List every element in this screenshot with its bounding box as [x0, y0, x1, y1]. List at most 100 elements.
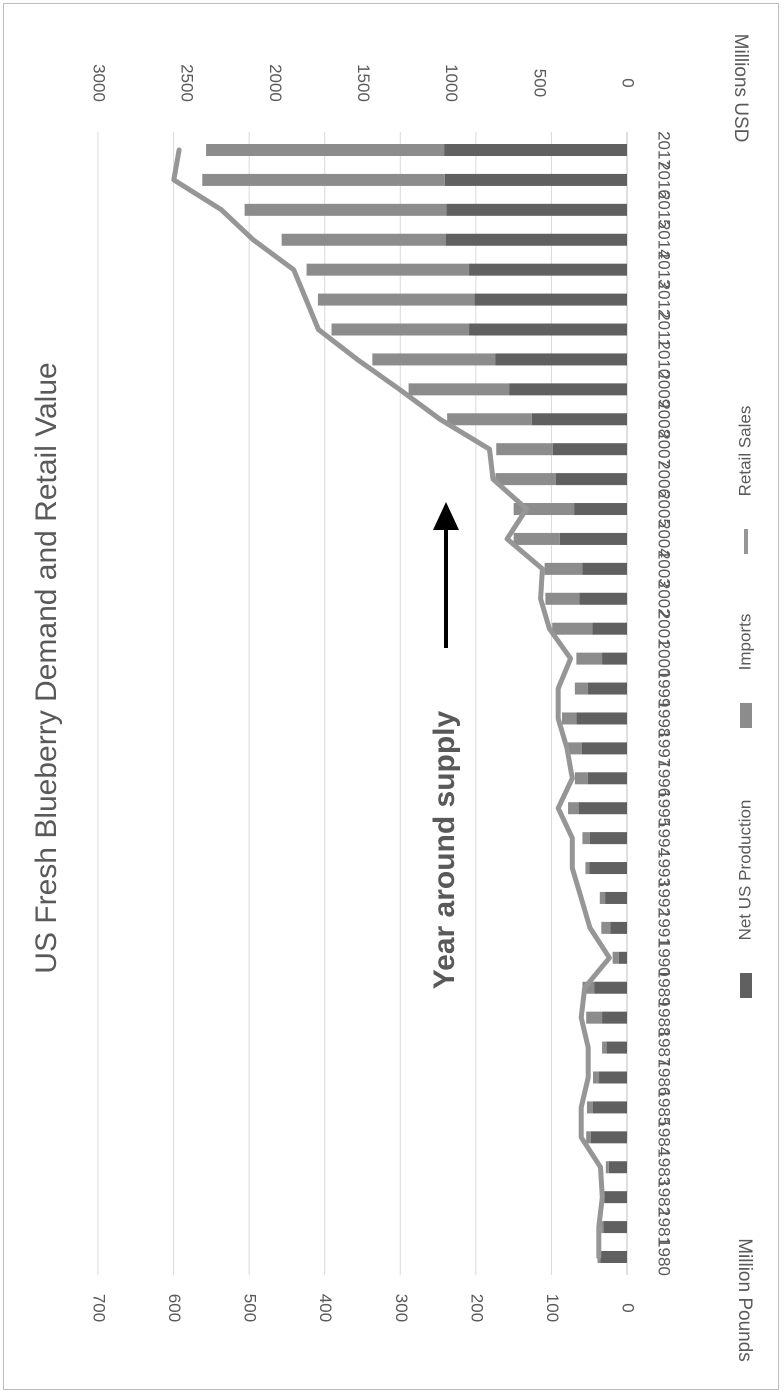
category-tick-label: 1998: [655, 700, 674, 738]
right-axis-title: Millions USD: [730, 34, 751, 143]
bar-imports: [599, 891, 606, 904]
category-tick-label: 2005: [655, 490, 674, 528]
bar-imports: [574, 682, 588, 695]
bar-net-us-production: [602, 1011, 627, 1024]
bar-imports: [496, 443, 553, 456]
bar-imports: [408, 383, 510, 396]
category-tick-label: 1980: [655, 1238, 674, 1276]
category-tick-label: 2015: [655, 191, 674, 229]
left-axis-tick-label: 500: [241, 1294, 260, 1322]
bar-net-us-production: [590, 1131, 627, 1144]
category-tick-label: 1991: [655, 909, 674, 947]
right-axis-tick-label: 2500: [178, 64, 197, 102]
category-tick-label: 1985: [655, 1088, 674, 1126]
category-tick-label: 1995: [655, 789, 674, 827]
bar-net-us-production: [531, 413, 627, 426]
bar-imports: [601, 1221, 604, 1234]
bar-net-us-production: [610, 921, 627, 934]
category-tick-label: 1983: [655, 1148, 674, 1186]
bar-net-us-production: [589, 862, 627, 875]
bar-imports: [568, 742, 582, 755]
bar-imports: [202, 173, 445, 186]
legend-swatch-net-us-production: [740, 973, 752, 998]
left-axis-tick-label: 100: [543, 1294, 562, 1322]
category-tick-label: 2011: [655, 311, 674, 348]
bar-net-us-production: [608, 1161, 627, 1174]
bar-imports: [605, 1161, 609, 1174]
category-tick-label: 1999: [655, 670, 674, 708]
category-tick-label: 2002: [655, 580, 674, 618]
annotation-text: Year around supply: [428, 710, 461, 989]
bar-imports: [495, 473, 556, 486]
legend-label-imports: Imports: [735, 614, 754, 671]
category-tick-label: 1982: [655, 1178, 674, 1216]
category-tick-label: 2012: [655, 281, 674, 319]
bar-net-us-production: [589, 832, 627, 845]
bar-net-us-production: [594, 981, 627, 994]
category-tick-label: 1992: [655, 879, 674, 917]
bar-imports: [592, 1071, 600, 1084]
legend-label-net-us-production: Net US Production: [735, 800, 754, 941]
bar-net-us-production: [602, 652, 627, 665]
bar-imports: [206, 144, 445, 156]
bar-net-us-production: [474, 293, 627, 306]
bar-net-us-production: [445, 233, 627, 246]
bar-net-us-production: [581, 742, 627, 755]
bar-imports: [513, 532, 560, 545]
category-tick-label: 2000: [655, 640, 674, 678]
bar-net-us-production: [495, 353, 627, 366]
bar-imports: [601, 921, 611, 934]
bar-net-us-production: [604, 1191, 627, 1204]
category-tick-label: 1981: [655, 1208, 674, 1246]
legend-label-retail-sales: Retail Sales: [735, 406, 754, 497]
right-axis-tick-label: 1000: [442, 64, 461, 102]
right-axis-tick-label: 1500: [354, 64, 373, 102]
right-axis-tick-label: 3000: [90, 64, 109, 102]
bar-net-us-production: [599, 1071, 627, 1084]
category-tick-label: 1994: [655, 819, 674, 857]
bar-net-us-production: [605, 891, 627, 904]
bar-net-us-production: [444, 144, 627, 156]
bar-imports: [562, 712, 577, 725]
category-tick-label: 1989: [655, 969, 674, 1007]
annotation-arrowhead: [433, 502, 459, 530]
bar-net-us-production: [559, 532, 627, 545]
category-tick-label: 1984: [655, 1118, 674, 1156]
bar-net-us-production: [444, 173, 627, 186]
category-tick-label: 2001: [655, 610, 674, 648]
category-tick-label: 1993: [655, 849, 674, 887]
bar-imports: [586, 1101, 593, 1114]
category-tick-label: 2008: [655, 400, 674, 438]
bar-imports: [331, 323, 470, 336]
legend-swatch-imports: [740, 703, 752, 728]
bar-imports: [447, 413, 532, 426]
bar-net-us-production: [587, 772, 627, 785]
bar-imports: [582, 832, 590, 845]
right-axis-tick-label: 500: [530, 69, 549, 97]
bar-imports: [574, 772, 588, 785]
category-tick-label: 2016: [655, 161, 674, 199]
bar-net-us-production: [555, 473, 627, 486]
category-tick-label: 2014: [655, 221, 674, 259]
bar-net-us-production: [469, 323, 627, 336]
bar-net-us-production: [603, 1221, 627, 1234]
category-tick-label: 1990: [655, 939, 674, 977]
bar-imports: [552, 622, 593, 635]
bar-imports: [281, 233, 446, 246]
category-tick-label: 2017: [655, 131, 674, 169]
category-tick-label: 1987: [655, 1029, 674, 1067]
category-tick-label: 2003: [655, 550, 674, 588]
left-axis-tick-label: 200: [467, 1294, 486, 1322]
bar-imports: [585, 862, 590, 875]
bar-imports: [544, 562, 583, 575]
bar-net-us-production: [446, 203, 627, 216]
category-tick-label: 1997: [655, 729, 674, 767]
bar-imports: [317, 293, 475, 306]
right-axis-tick-label: 2000: [266, 64, 285, 102]
bar-imports: [244, 203, 447, 216]
left-axis-tick-label: 0: [619, 1303, 638, 1312]
category-tick-label: 2004: [655, 520, 674, 558]
bar-imports: [568, 802, 579, 815]
category-tick-label: 2009: [655, 370, 674, 408]
category-tick-label: 2013: [655, 251, 674, 289]
